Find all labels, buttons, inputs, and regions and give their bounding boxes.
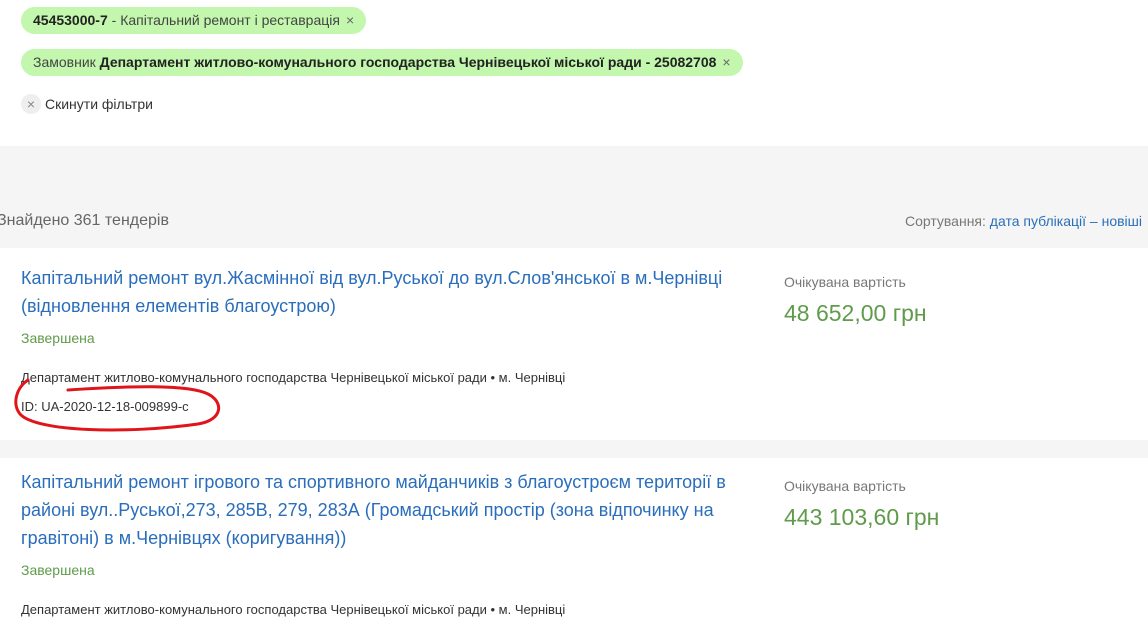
expected-price: 443 103,60 грн — [784, 504, 940, 530]
sort-dropdown[interactable]: дата публікації – новіші — [989, 213, 1142, 229]
tender-organization: Департамент житлово-комунального господа… — [21, 370, 566, 385]
filter-chip-cpv[interactable]: 45453000-7 - Капітальний ремонт і рестав… — [21, 7, 367, 34]
filter-text: - Капітальний ремонт і реставрація — [107, 12, 340, 28]
close-icon: × — [21, 94, 41, 114]
filter-code: 45453000-7 — [33, 12, 108, 28]
status-badge: Завершена — [21, 330, 95, 346]
close-icon[interactable]: × — [345, 12, 355, 28]
reset-label: Скинути фільтри — [45, 96, 153, 112]
close-icon[interactable]: × — [722, 54, 731, 70]
status-badge: Завершена — [21, 562, 95, 578]
tender-title-link[interactable]: Капітальний ремонт вул.Жасмінної від вул… — [21, 268, 723, 316]
filter-prefix: Замовник — [33, 54, 100, 70]
results-count: Знайдено 361 тендерів — [0, 212, 169, 229]
tender-organization: Департамент житлово-комунального господа… — [21, 602, 566, 617]
reset-filters-button[interactable]: × Скинути фільтри — [21, 93, 153, 115]
red-circle-annotation — [14, 378, 220, 432]
tender-id: ID: UA-2020-12-18-009899-c — [21, 399, 189, 414]
tender-card: Капітальний ремонт ігрового та спортивно… — [0, 458, 1148, 619]
sort-control: Сортування: дата публікації – новіші — [905, 213, 1142, 229]
tender-card: Капітальний ремонт вул.Жасмінної від вул… — [0, 248, 1148, 440]
expected-price: 48 652,00 грн — [784, 300, 927, 326]
filter-text: Департамент житлово-комунального господа… — [99, 54, 717, 70]
filters-panel: 45453000-7 - Капітальний ремонт і рестав… — [0, 0, 1148, 146]
price-label: Очікувана вартість — [784, 478, 906, 494]
filter-chip-customer[interactable]: Замовник Департамент житлово-комунальног… — [21, 49, 743, 76]
price-label: Очікувана вартість — [784, 274, 906, 290]
sort-label: Сортування: — [904, 213, 990, 229]
tender-title-link[interactable]: Капітальний ремонт ігрового та спортивно… — [21, 472, 726, 548]
